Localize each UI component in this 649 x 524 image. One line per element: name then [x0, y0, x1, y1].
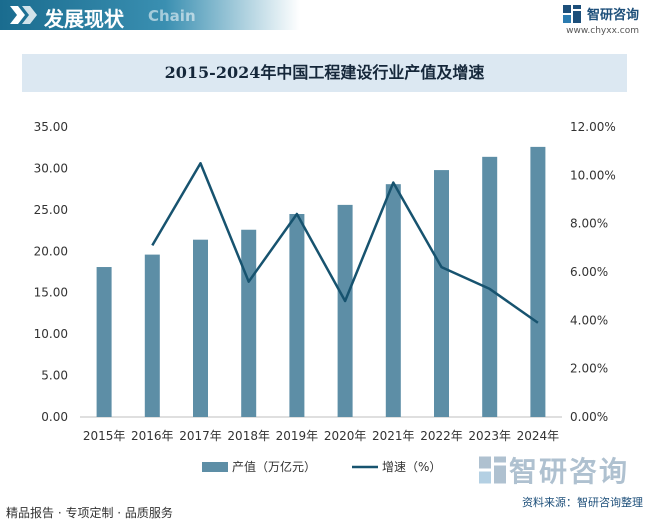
watermark: 智研咨询 [478, 450, 629, 490]
bar [434, 170, 449, 417]
brand-url: www.chyxx.com [566, 26, 639, 36]
legend-label: 产值（万亿元） [232, 459, 316, 474]
chart-title-bar: 2015-2024年中国工程建设行业产值及增速 [22, 54, 627, 92]
section-title: 发展现状 [44, 7, 124, 31]
header: 发展现状 Chain 智研咨询 www.chyxx.com [0, 0, 649, 36]
brand-name: 智研咨询 [586, 8, 639, 23]
bar [241, 229, 257, 417]
x-tick-label: 2015年 [83, 429, 126, 443]
y-left-tick-label: 10.00 [34, 327, 68, 341]
x-tick-label: 2016年 [131, 429, 174, 443]
y-left-tick-label: 15.00 [34, 286, 68, 300]
series-line [151, 162, 539, 324]
brand: 智研咨询 [562, 4, 639, 23]
chart-title: 2015-2024年中国工程建设行业产值及增速 [164, 63, 485, 82]
y-right-tick-label: 10.00% [570, 168, 616, 182]
section-subtitle-en: Chain [148, 7, 196, 25]
y-right-tick-label: 4.00% [570, 313, 608, 327]
bar [193, 239, 208, 417]
bar [144, 254, 160, 417]
y-right-tick-label: 6.00% [570, 265, 608, 279]
x-tick-label: 2023年 [468, 429, 511, 443]
double-chevron-icon [10, 6, 37, 24]
y-left-tick-label: 20.00 [34, 244, 68, 258]
y-right-tick-label: 12.00% [570, 120, 616, 134]
footer-tagline: 精品报告 · 专项定制 · 品质服务 [6, 506, 173, 520]
bar [337, 204, 353, 417]
bar [385, 184, 401, 417]
y-left-tick-label: 25.00 [34, 203, 68, 217]
y-right-tick-label: 8.00% [570, 217, 608, 231]
y-right-tick-label: 0.00% [570, 410, 608, 424]
y-right-tick-label: 2.00% [570, 362, 608, 376]
bar [289, 214, 305, 417]
source-note: 资料来源：智研咨询整理 [522, 496, 643, 509]
x-tick-label: 2022年 [420, 429, 463, 443]
x-tick-label: 2018年 [227, 429, 270, 443]
legend-label: 增速（%） [382, 460, 441, 474]
bar [482, 156, 498, 418]
x-tick-label: 2024年 [517, 429, 560, 443]
x-tick-label: 2021年 [372, 429, 415, 443]
y-left-tick-label: 0.00 [41, 410, 68, 424]
x-tick-label: 2020年 [324, 429, 367, 443]
y-left-tick-label: 35.00 [34, 120, 68, 134]
watermark-logo-icon [478, 456, 506, 484]
legend-swatch-bar [202, 462, 228, 472]
x-tick-label: 2019年 [276, 429, 319, 443]
brand-logo-icon [562, 4, 581, 23]
header-bar [0, 0, 300, 30]
y-left-tick-label: 5.00 [41, 369, 68, 383]
y-left-tick-label: 30.00 [34, 161, 68, 175]
watermark-text: 智研咨询 [508, 455, 629, 488]
x-tick-label: 2017年 [179, 429, 222, 443]
footer: 精品报告 · 专项定制 · 品质服务 [0, 502, 649, 524]
bar [530, 146, 546, 417]
bar [96, 267, 112, 417]
